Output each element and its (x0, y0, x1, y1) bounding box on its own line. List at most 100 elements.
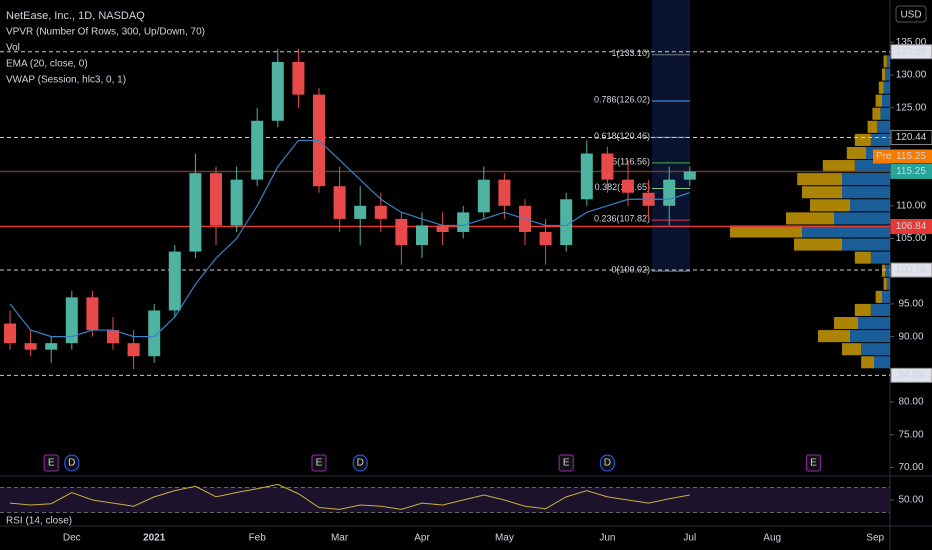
price-badge-label: 115.25 (896, 166, 926, 177)
volume-profile-bar (850, 330, 890, 343)
candle-body (4, 323, 16, 344)
volume-profile-bar (834, 212, 890, 225)
volume-profile-bar (794, 238, 842, 251)
price-badge (890, 163, 932, 179)
event-marker (311, 454, 327, 472)
volume-profile-bar (878, 81, 884, 94)
volume-profile-bar (802, 186, 842, 199)
candle-body (560, 199, 573, 246)
y-tick-label: 125.00 (896, 102, 927, 113)
price-badge (890, 367, 932, 383)
legend-line: VWAP (Session, hlc3, 0, 1) (6, 75, 126, 86)
volume-profile-bar (858, 316, 890, 330)
event-marker (558, 454, 574, 472)
volume-profile-bar (846, 146, 866, 160)
candle-body (271, 61, 284, 121)
volume-profile-bar (834, 316, 858, 330)
candle-body (374, 205, 387, 219)
volume-profile-bar (842, 173, 890, 186)
fib-label: 0.5(116.56) (605, 156, 650, 166)
fib-label: 0.618(120.46) (594, 131, 650, 141)
candle-body (292, 61, 305, 95)
price-badge-label: 100.18 (896, 265, 927, 276)
candle-body (580, 153, 593, 200)
price-badge (890, 262, 932, 278)
y-tick-label: 70.00 (898, 462, 923, 473)
candle-body (333, 186, 346, 219)
event-marker-label: E (563, 458, 570, 469)
y-tick-label: 135.00 (896, 37, 927, 48)
volume-profile-bar (883, 277, 887, 290)
candle-body (477, 179, 490, 213)
volume-profile-bar (872, 107, 881, 120)
candle-body (127, 343, 140, 357)
volume-profile-bar (875, 290, 882, 303)
x-tick-label: Dec (63, 533, 81, 544)
candle-body (436, 225, 449, 232)
y-tick-label: 80.00 (898, 397, 923, 408)
price-badge-label: 133.56 (896, 46, 927, 57)
y-tick-label: 90.00 (898, 331, 923, 342)
x-tick-label: Apr (414, 533, 430, 544)
volume-profile-bar (867, 120, 878, 133)
candle-body (622, 179, 634, 193)
volume-profile-bar (842, 343, 862, 356)
fib-label: 0.236(107.82) (594, 213, 650, 223)
volume-profile-bar (854, 303, 871, 316)
price-badge (890, 130, 932, 146)
volume-profile-bar (854, 251, 871, 264)
candle-body (457, 212, 470, 232)
y-tick-label: 110.00 (896, 200, 926, 211)
volume-profile-bar (802, 225, 890, 238)
candle-body (416, 225, 428, 246)
currency-button[interactable] (895, 5, 927, 23)
event-marker-label: E (316, 458, 323, 469)
x-tick-label: Jun (599, 533, 615, 544)
legend-line: NetEase, Inc., 1D, NASDAQ (6, 10, 145, 22)
pre-badge-value: 115.25 (896, 151, 926, 162)
volume-profile-bar (875, 94, 882, 107)
ema-line (9, 139, 690, 338)
x-tick-label: May (495, 533, 514, 544)
volume-profile-bar (886, 55, 890, 68)
pre-badge (873, 149, 932, 164)
rsi-title: RSI (14, close) (6, 516, 72, 527)
event-marker-label: D (68, 458, 75, 469)
legend-line: EMA (20, close, 0) (6, 59, 88, 70)
candle-body (395, 218, 408, 246)
legend-line: Vol (6, 43, 20, 54)
volume-profile-bar (870, 251, 890, 264)
candle-body (24, 343, 37, 350)
volume-profile-bar (842, 238, 890, 251)
event-marker (352, 454, 368, 472)
candle-body (251, 120, 264, 180)
volume-profile-bar (882, 264, 886, 277)
rsi-tick-label: 50.00 (898, 495, 923, 506)
candle-body (168, 251, 181, 311)
volume-profile-bar (877, 120, 890, 133)
volume-profile-bar (861, 343, 890, 356)
y-tick-label: 95.00 (898, 299, 923, 310)
price-badge (890, 218, 932, 234)
event-marker-label: E (48, 458, 55, 469)
fib-label: 1(133.10) (611, 48, 650, 58)
currency[interactable]: USD (900, 10, 921, 21)
volume-profile-bar (854, 133, 871, 146)
candle-body (539, 231, 552, 246)
price-badge-label: 106.84 (896, 221, 927, 232)
candle-body (354, 205, 367, 219)
volume-profile-bar (885, 68, 890, 81)
price-badge (890, 44, 932, 60)
price-badge-label: 84.08 (898, 370, 923, 381)
candle-body (107, 330, 119, 344)
volume-profile-bar (842, 186, 890, 199)
volume-profile-bar (882, 290, 890, 303)
volume-profile-bar (874, 356, 890, 369)
volume-profile-bar (870, 133, 890, 146)
candle-body (683, 171, 696, 180)
x-tick-label: Aug (763, 533, 781, 544)
volume-profile-bar (885, 264, 890, 277)
x-tick-label: Jul (683, 533, 696, 544)
volume-profile-bar (786, 212, 834, 225)
